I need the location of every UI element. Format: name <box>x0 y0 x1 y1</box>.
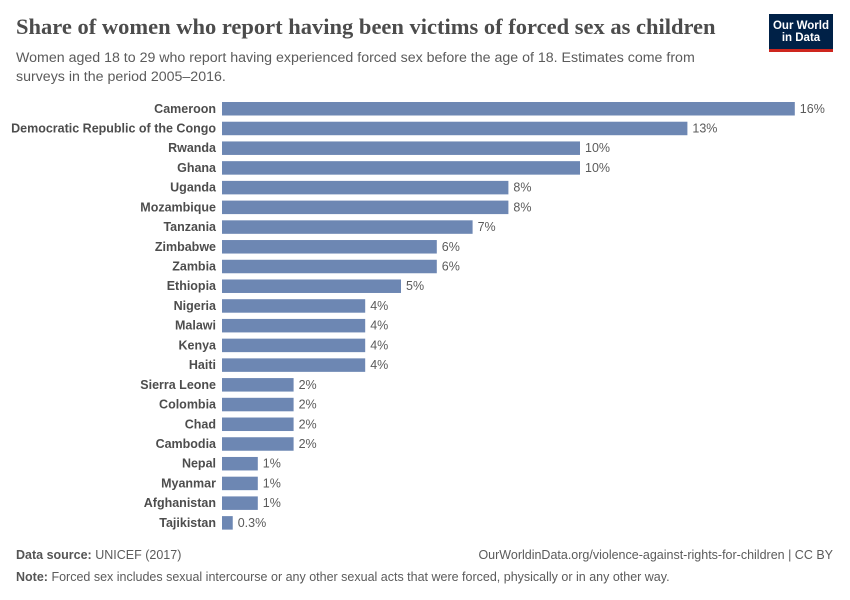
category-label-nigeria: Nigeria <box>174 299 217 313</box>
category-label-colombia: Colombia <box>159 398 217 412</box>
bar-myanmar[interactable] <box>222 476 258 491</box>
value-label-ghana: 10% <box>585 161 610 175</box>
value-label-ethiopia: 5% <box>406 279 424 293</box>
value-label-mozambique: 8% <box>513 200 531 214</box>
category-label-zambia: Zambia <box>172 260 217 274</box>
value-label-tanzania: 7% <box>478 220 496 234</box>
category-label-cameroon: Cameroon <box>154 102 216 116</box>
value-label-haiti: 4% <box>370 358 388 372</box>
value-label-zambia: 6% <box>442 260 460 274</box>
chart-title: Share of women who report having been vi… <box>16 14 716 39</box>
owid-logo[interactable]: Our World in Data <box>769 14 833 52</box>
value-label-nigeria: 4% <box>370 299 388 313</box>
logo-line-1: Our World <box>772 19 829 32</box>
bar-kenya[interactable] <box>222 338 366 353</box>
bar-afghanistan[interactable] <box>222 496 258 510</box>
category-label-uganda: Uganda <box>170 181 217 195</box>
category-label-chad: Chad <box>185 417 216 431</box>
category-label-tanzania: Tanzania <box>163 220 217 234</box>
category-label-democratic-republic-of-the-congo: Democratic Republic of the Congo <box>11 121 216 135</box>
category-label-rwanda: Rwanda <box>168 141 217 155</box>
value-label-sierra-leone: 2% <box>299 378 317 392</box>
value-label-chad: 2% <box>299 417 317 431</box>
category-label-ethiopia: Ethiopia <box>167 279 217 293</box>
data-source-label: Data source: <box>16 548 92 562</box>
category-label-mozambique: Mozambique <box>140 200 216 214</box>
bar-haiti[interactable] <box>222 358 366 372</box>
source-url[interactable]: OurWorldinData.org/violence-against-righ… <box>478 548 833 562</box>
category-label-tajikistan: Tajikistan <box>159 516 216 530</box>
bar-ethiopia[interactable] <box>222 279 401 293</box>
value-label-colombia: 2% <box>299 398 317 412</box>
bar-ghana[interactable] <box>222 161 580 175</box>
data-source-text[interactable]: UNICEF (2017) <box>95 548 182 562</box>
value-label-cambodia: 2% <box>299 437 317 451</box>
category-label-ghana: Ghana <box>177 161 217 175</box>
value-label-afghanistan: 1% <box>263 496 281 510</box>
category-label-nepal: Nepal <box>182 457 216 471</box>
value-label-uganda: 8% <box>513 181 531 195</box>
bar-zimbabwe[interactable] <box>222 240 437 254</box>
bar-zambia[interactable] <box>222 259 437 274</box>
bar-nepal[interactable] <box>222 456 258 471</box>
value-label-democratic-republic-of-the-congo: 13% <box>692 121 717 135</box>
category-label-haiti: Haiti <box>189 358 216 372</box>
category-label-myanmar: Myanmar <box>161 476 216 490</box>
bar-democratic-republic-of-the-congo[interactable] <box>222 121 688 136</box>
value-label-zimbabwe: 6% <box>442 240 460 254</box>
bar-malawi[interactable] <box>222 318 366 333</box>
bar-rwanda[interactable] <box>222 141 580 155</box>
chart-note: Note: Forced sex includes sexual interco… <box>16 570 670 584</box>
value-label-cameroon: 16% <box>800 102 825 116</box>
category-label-sierra-leone: Sierra Leone <box>140 378 216 392</box>
value-label-kenya: 4% <box>370 338 388 352</box>
bar-uganda[interactable] <box>222 180 509 195</box>
value-label-rwanda: 10% <box>585 141 610 155</box>
value-label-nepal: 1% <box>263 457 281 471</box>
bar-chad[interactable] <box>222 417 294 432</box>
chart-subtitle: Women aged 18 to 29 who report having ex… <box>16 50 695 85</box>
note-label: Note: <box>16 570 48 584</box>
bar-cameroon[interactable] <box>222 102 795 116</box>
value-label-myanmar: 1% <box>263 476 281 490</box>
value-label-tajikistan: 0.3% <box>238 516 266 530</box>
bar-tajikistan[interactable] <box>222 516 233 530</box>
category-label-afghanistan: Afghanistan <box>144 496 216 510</box>
category-label-zimbabwe: Zimbabwe <box>155 240 216 254</box>
category-label-kenya: Kenya <box>178 338 217 352</box>
value-label-malawi: 4% <box>370 319 388 333</box>
bar-nigeria[interactable] <box>222 299 366 313</box>
category-label-malawi: Malawi <box>175 319 216 333</box>
data-source: Data source: UNICEF (2017) <box>16 548 181 562</box>
bar-tanzania[interactable] <box>222 220 473 234</box>
bar-colombia[interactable] <box>222 397 294 412</box>
bar-sierra-leone[interactable] <box>222 378 294 392</box>
logo-line-2: in Data <box>781 31 821 44</box>
bar-cambodia[interactable] <box>222 437 294 451</box>
bar-mozambique[interactable] <box>222 200 509 215</box>
note-text: Forced sex includes sexual intercourse o… <box>51 570 670 584</box>
category-label-cambodia: Cambodia <box>156 437 217 451</box>
